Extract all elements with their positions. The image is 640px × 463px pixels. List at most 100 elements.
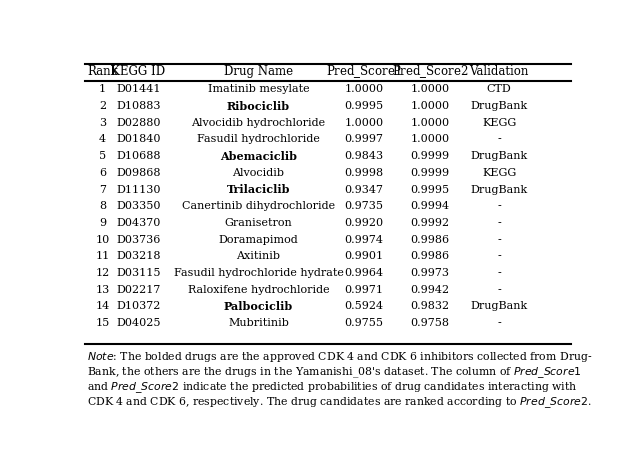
Text: 6: 6: [99, 168, 106, 178]
Text: 1: 1: [99, 84, 106, 94]
Text: DrugBank: DrugBank: [470, 185, 528, 194]
Text: Bank, the others are the drugs in the Yamanishi_08's dataset. The column of $\it: Bank, the others are the drugs in the Ya…: [88, 365, 582, 380]
Text: 8: 8: [99, 201, 106, 211]
Text: Canertinib dihydrochloride: Canertinib dihydrochloride: [182, 201, 335, 211]
Text: Fasudil hydrochloride: Fasudil hydrochloride: [197, 134, 320, 144]
Text: Pred$\_$Score2: Pred$\_$Score2: [392, 63, 468, 80]
Text: -: -: [497, 268, 501, 278]
Text: CDK 4 and CDK 6, respectively. The drug candidates are ranked according to $\it{: CDK 4 and CDK 6, respectively. The drug …: [88, 396, 592, 411]
Text: D03218: D03218: [116, 251, 161, 261]
Text: 11: 11: [95, 251, 109, 261]
Text: D03350: D03350: [116, 201, 161, 211]
Text: and $\it{Pred\_Score2}$ indicate the predicted probabilities of drug candidates : and $\it{Pred\_Score2}$ indicate the pre…: [88, 380, 578, 395]
Text: D04370: D04370: [116, 218, 161, 228]
Text: 0.9974: 0.9974: [344, 235, 383, 244]
Text: D11130: D11130: [116, 185, 161, 194]
Text: -: -: [497, 285, 501, 294]
Text: 4: 4: [99, 134, 106, 144]
Text: D03736: D03736: [116, 235, 161, 244]
Text: 1.0000: 1.0000: [411, 84, 450, 94]
Text: -: -: [497, 318, 501, 328]
Text: 0.9347: 0.9347: [344, 185, 383, 194]
Text: 0.9995: 0.9995: [411, 185, 450, 194]
Text: D10372: D10372: [116, 301, 161, 311]
Text: Imatinib mesylate: Imatinib mesylate: [208, 84, 309, 94]
Text: KEGG ID: KEGG ID: [111, 65, 166, 78]
Text: D01441: D01441: [116, 84, 161, 94]
Text: 0.9964: 0.9964: [344, 268, 383, 278]
Text: D01840: D01840: [116, 134, 161, 144]
Text: 0.9901: 0.9901: [344, 251, 383, 261]
Text: 0.9973: 0.9973: [411, 268, 450, 278]
Text: 0.9995: 0.9995: [344, 101, 383, 111]
Text: 0.9999: 0.9999: [411, 151, 450, 161]
Text: Drug Name: Drug Name: [224, 65, 293, 78]
Text: Palbociclib: Palbociclib: [224, 301, 293, 312]
Text: Ribociclib: Ribociclib: [227, 100, 290, 112]
Text: D03115: D03115: [116, 268, 161, 278]
Text: 0.9755: 0.9755: [344, 318, 383, 328]
Text: $\it{Note}$: The bolded drugs are the approved CDK 4 and CDK 6 inhibitors collec: $\it{Note}$: The bolded drugs are the ap…: [88, 350, 593, 363]
Text: 9: 9: [99, 218, 106, 228]
Text: -: -: [497, 218, 501, 228]
Text: 12: 12: [95, 268, 109, 278]
Text: 0.9832: 0.9832: [411, 301, 450, 311]
Text: 0.9986: 0.9986: [411, 235, 450, 244]
Text: 1.0000: 1.0000: [344, 84, 383, 94]
Text: 0.9843: 0.9843: [344, 151, 383, 161]
Text: Mubritinib: Mubritinib: [228, 318, 289, 328]
Text: 1.0000: 1.0000: [344, 118, 383, 128]
Text: 0.5924: 0.5924: [344, 301, 383, 311]
Text: D10883: D10883: [116, 101, 161, 111]
Text: 0.9920: 0.9920: [344, 218, 383, 228]
Text: D02880: D02880: [116, 118, 161, 128]
Text: D04025: D04025: [116, 318, 161, 328]
Text: 0.9942: 0.9942: [411, 285, 450, 294]
Text: Granisetron: Granisetron: [225, 218, 292, 228]
Text: KEGG: KEGG: [482, 118, 516, 128]
Text: Fasudil hydrochloride hydrate: Fasudil hydrochloride hydrate: [173, 268, 344, 278]
Text: 0.9735: 0.9735: [344, 201, 383, 211]
Text: -: -: [497, 134, 501, 144]
Text: Validation: Validation: [469, 65, 529, 78]
Text: Trilaciclib: Trilaciclib: [227, 184, 291, 195]
Text: Pred$\_$Score1: Pred$\_$Score1: [326, 63, 402, 80]
Text: -: -: [497, 251, 501, 261]
Text: 0.9999: 0.9999: [411, 168, 450, 178]
Text: -: -: [497, 235, 501, 244]
Text: DrugBank: DrugBank: [470, 101, 528, 111]
Text: 13: 13: [95, 285, 109, 294]
Text: D10688: D10688: [116, 151, 161, 161]
Text: Doramapimod: Doramapimod: [219, 235, 298, 244]
Text: 10: 10: [95, 235, 109, 244]
Text: Abemaciclib: Abemaciclib: [220, 150, 297, 162]
Text: KEGG: KEGG: [482, 168, 516, 178]
Text: 3: 3: [99, 118, 106, 128]
Text: CTD: CTD: [487, 84, 511, 94]
Text: -: -: [497, 201, 501, 211]
Text: 0.9997: 0.9997: [344, 134, 383, 144]
Text: 0.9971: 0.9971: [344, 285, 383, 294]
Text: 15: 15: [95, 318, 109, 328]
Text: 5: 5: [99, 151, 106, 161]
Text: Alvocidib: Alvocidib: [232, 168, 285, 178]
Text: D02217: D02217: [116, 285, 161, 294]
Text: 1.0000: 1.0000: [411, 134, 450, 144]
Text: 0.9758: 0.9758: [411, 318, 450, 328]
Text: 0.9998: 0.9998: [344, 168, 383, 178]
Text: Alvocidib hydrochloride: Alvocidib hydrochloride: [191, 118, 326, 128]
Text: 1.0000: 1.0000: [411, 118, 450, 128]
Text: 0.9994: 0.9994: [411, 201, 450, 211]
Text: Raloxifene hydrochloride: Raloxifene hydrochloride: [188, 285, 330, 294]
Text: Axitinib: Axitinib: [237, 251, 280, 261]
Text: 0.9992: 0.9992: [411, 218, 450, 228]
Text: DrugBank: DrugBank: [470, 151, 528, 161]
Text: 1.0000: 1.0000: [411, 101, 450, 111]
Text: DrugBank: DrugBank: [470, 301, 528, 311]
Text: 2: 2: [99, 101, 106, 111]
Text: 0.9986: 0.9986: [411, 251, 450, 261]
Text: D09868: D09868: [116, 168, 161, 178]
Text: Rank: Rank: [87, 65, 118, 78]
Text: 14: 14: [95, 301, 109, 311]
Text: 7: 7: [99, 185, 106, 194]
